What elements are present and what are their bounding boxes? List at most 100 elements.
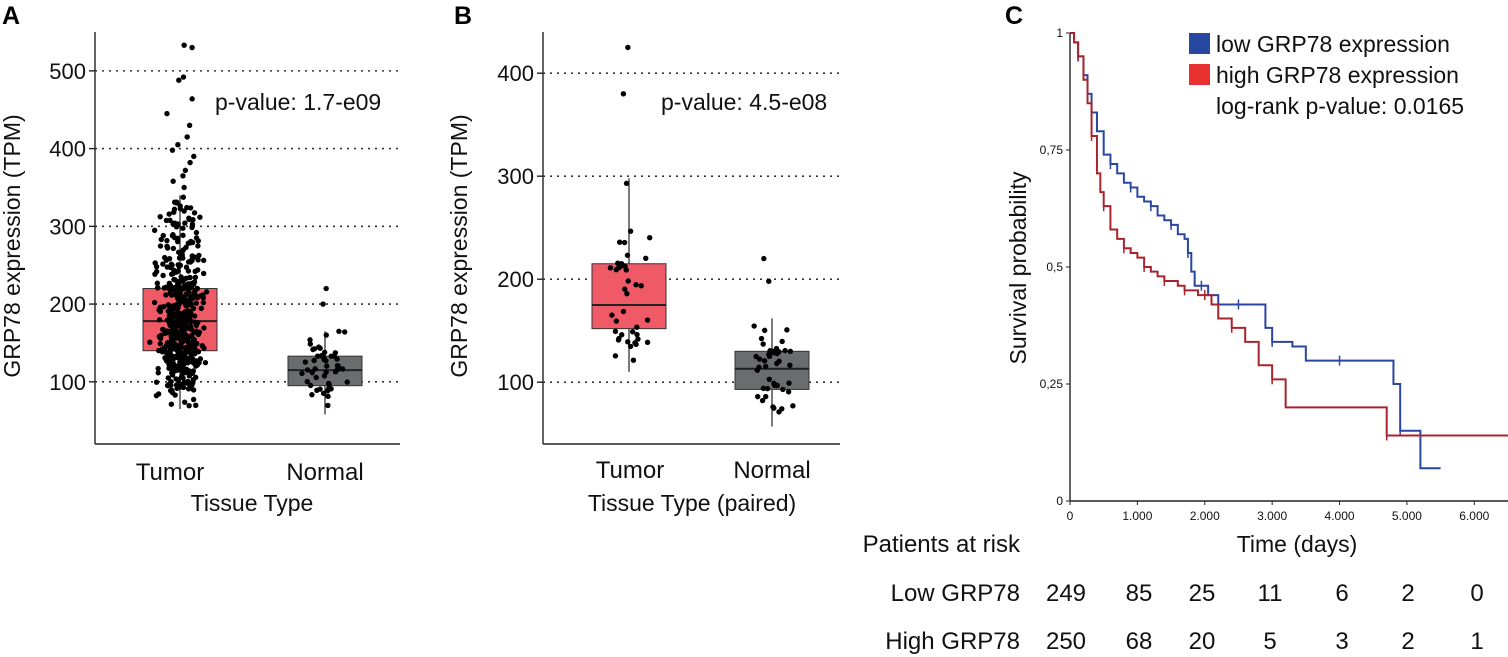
panel-c-y-tick-label: 0,25: [1040, 377, 1064, 391]
panel-a-normal-point: [325, 380, 332, 387]
panel-b-tumor-point: [634, 324, 640, 330]
panel-b-tumor-point: [613, 318, 620, 324]
panel-b-normal-point: [776, 358, 782, 364]
legend-label-low: low GRP78 expression: [1216, 31, 1450, 57]
panel-c-y-tick-label: 0: [1056, 494, 1063, 508]
panel-a-category-normal: Normal: [286, 459, 363, 486]
panel-a-category-tumor: Tumor: [136, 459, 204, 486]
panel-c-x-tick-label: 3.000: [1257, 509, 1287, 523]
panel-a-tumor-point: [165, 353, 172, 359]
panel-a-tumor-point: [190, 387, 197, 393]
panel-a-tumor-point: [163, 217, 170, 224]
panel-a-tumor-outlier: [189, 44, 195, 51]
panel-a-tumor-outlier: [186, 122, 193, 128]
panel-a-tumor-point: [187, 294, 194, 300]
panel-a-tumor-point: [166, 361, 172, 368]
risk-cell: 249: [1046, 580, 1086, 607]
panel-a-tumor-point: [190, 396, 197, 403]
panel-a-tumor-point: [151, 227, 158, 234]
panel-a-tumor-point: [171, 267, 177, 273]
panel-a-tumor-point: [182, 399, 188, 405]
panel-a-tumor-point: [175, 285, 181, 291]
risk-cell: 25: [1189, 580, 1216, 607]
panel-b-normal-point: [761, 327, 768, 334]
panel-a-tumor-point: [193, 235, 200, 241]
panel-b-normal-point: [774, 382, 780, 389]
panel-b-normal-point: [785, 389, 792, 395]
panel-a-tumor-point: [169, 331, 176, 337]
panel-b-tumor-point: [629, 329, 636, 335]
panel-b-tumor-point: [623, 180, 630, 187]
logrank-pvalue: log-rank p-value: 0.0165: [1216, 93, 1464, 119]
panel-b-tumor-point: [624, 252, 631, 258]
panel-b-tumor-point: [609, 312, 615, 318]
panel-a-tumor-point: [192, 268, 198, 275]
panel-a-tumor-point: [153, 392, 160, 399]
panel-b-tumor-point: [615, 260, 621, 266]
panel-b-tumor-point: [635, 336, 641, 342]
panel-c-survival-plot: low GRP78 expression high GRP78 expressi…: [1005, 26, 1508, 557]
panel-a-normal-point: [317, 386, 323, 392]
panel-b-tumor-point: [622, 263, 628, 269]
panel-a-tumor-point: [177, 300, 183, 306]
panel-a-normal-point: [317, 345, 323, 351]
panel-a-tumor-point: [191, 210, 198, 216]
panel-b-tumor-point: [627, 228, 634, 234]
panel-a-normal-point: [302, 359, 309, 365]
panel-b-tumor-point: [619, 332, 625, 338]
panel-a-normal-point: [309, 391, 315, 398]
risk-cell: 85: [1126, 580, 1153, 607]
panel-a-tumor-point: [152, 260, 158, 266]
panel-a-tumor-point: [197, 214, 203, 220]
panel-a-tumor-point: [181, 353, 187, 359]
panel-a-tumor-outlier: [181, 42, 187, 48]
panel-a-tumor-point: [191, 361, 198, 367]
panel-a-normal-point: [307, 382, 314, 389]
panel-a-tumor-point: [196, 360, 202, 366]
panel-a-normal-point: [342, 329, 348, 335]
panel-a-tumor-point: [203, 289, 210, 295]
panel-a-tumor-point: [190, 368, 197, 374]
panel-a-normal-point: [324, 388, 331, 394]
panel-c-x-tick-label: 0: [1067, 509, 1074, 523]
high-grp78-survival-curve: [1070, 32, 1508, 437]
risk-row-label-low: Low GRP78: [891, 580, 1020, 607]
panel-a-tumor-point: [155, 370, 161, 376]
panel-a-tumor-point: [176, 280, 182, 286]
panel-b-normal-point: [754, 393, 761, 400]
panel-a-tumor-outlier: [184, 134, 190, 140]
panel-a-tumor-point: [168, 311, 174, 318]
panel-b-tumor-point: [622, 286, 628, 292]
panel-a-tumor-point: [157, 335, 164, 342]
panel-a-tumor-outlier: [164, 110, 170, 117]
panel-a-tumor-point: [182, 301, 189, 307]
risk-row-label-high: High GRP78: [885, 628, 1020, 655]
panel-b-normal-point: [754, 367, 760, 373]
panel-b-tumor-point: [621, 239, 628, 246]
panel-a-tumor-point: [177, 294, 183, 300]
panel-b-normal-point: [787, 362, 793, 368]
panel-b-tumor-point: [638, 283, 644, 289]
panel-b-tumor-point: [633, 341, 639, 348]
panel-a-normal-point: [321, 356, 327, 363]
panel-a-normal-point: [321, 373, 328, 379]
panel-b-y-tick-label: 200: [497, 267, 534, 292]
panel-a-tumor-point: [192, 274, 199, 281]
panel-a-y-axis-label: GRP78 expression (TPM): [0, 114, 25, 377]
panel-a-tumor-point: [172, 235, 178, 241]
panel-b-tumor-point: [643, 255, 649, 262]
panel-a-tumor-point: [185, 289, 192, 295]
panel-a-tumor-point: [173, 224, 180, 230]
panel-a-tumor-point: [180, 232, 186, 239]
panel-a-tumor-outlier: [187, 159, 193, 166]
panel-a-tumor-point: [179, 250, 185, 256]
risk-cell: 68: [1126, 628, 1153, 655]
panel-b-category-normal: Normal: [733, 457, 810, 484]
panel-a-normal-point: [325, 402, 331, 409]
panel-letter-b: B: [454, 2, 472, 30]
panel-a-tumor-point: [178, 274, 184, 280]
risk-cell: 1: [1470, 628, 1483, 655]
panel-a-tumor-point: [185, 268, 192, 274]
panel-a-normal-point: [325, 393, 331, 400]
